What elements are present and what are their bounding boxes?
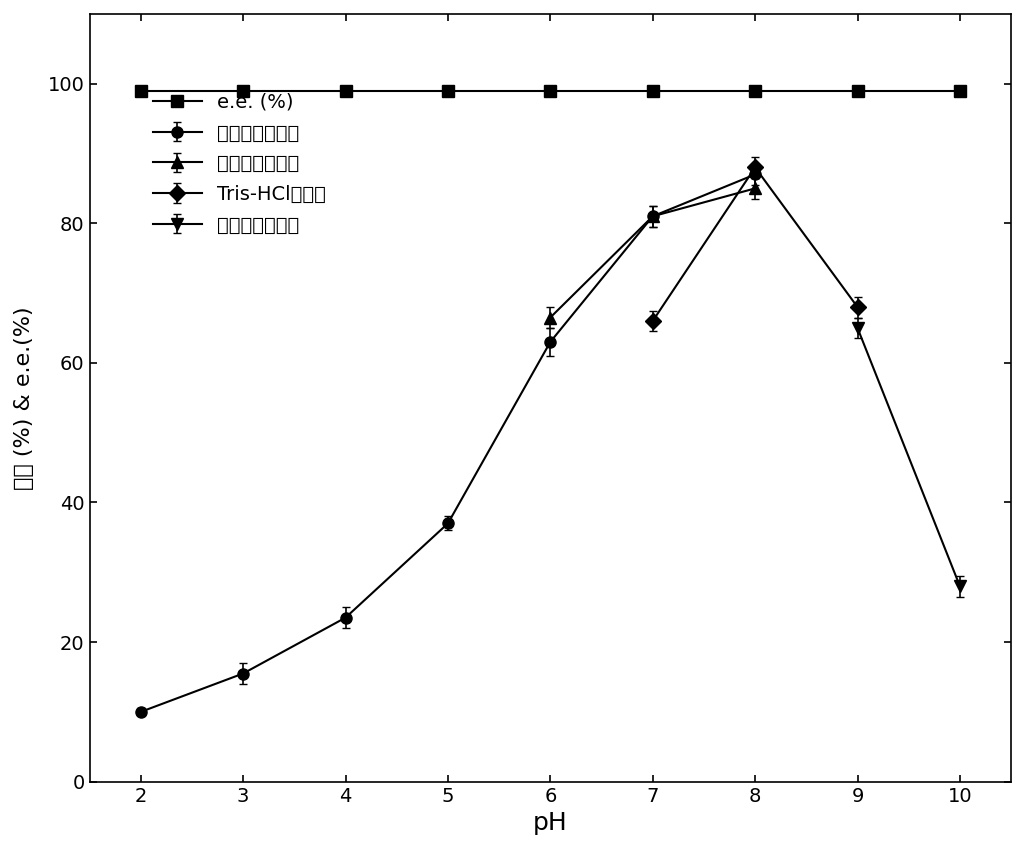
e.e. (%) <box>237 86 249 96</box>
e.e. (%) <box>647 86 659 96</box>
e.e. (%) <box>544 86 557 96</box>
e.e. (%) <box>134 86 147 96</box>
e.e. (%) <box>953 86 966 96</box>
e.e. (%) <box>442 86 454 96</box>
e.e. (%) <box>749 86 762 96</box>
e.e. (%) <box>339 86 352 96</box>
Line: e.e. (%): e.e. (%) <box>135 85 966 96</box>
X-axis label: pH: pH <box>533 811 568 835</box>
Legend: e.e. (%), 柠檬酸盐缓冲液, 磷酸盐缓冲溶液, Tris-HCl缓冲液, 碳酸盐缓冲溶液: e.e. (%), 柠檬酸盐缓冲液, 磷酸盐缓冲溶液, Tris-HCl缓冲液,… <box>146 85 334 242</box>
Y-axis label: 产率 (%) & e.e.(%): 产率 (%) & e.e.(%) <box>14 306 34 490</box>
e.e. (%) <box>852 86 864 96</box>
